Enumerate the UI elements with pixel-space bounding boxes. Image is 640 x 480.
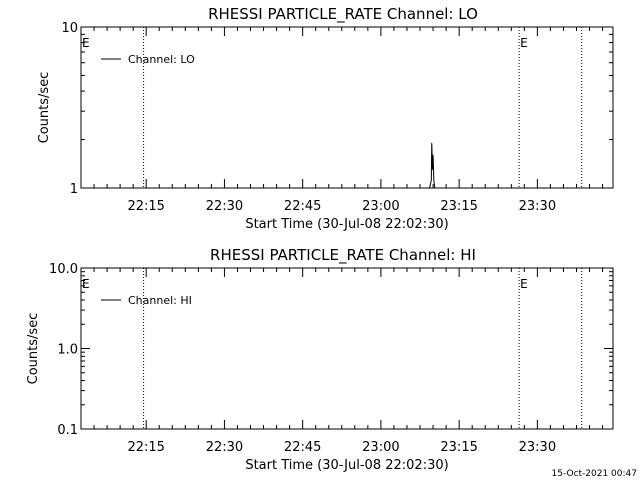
event-marker-label: E xyxy=(520,36,528,50)
x-axis-label: Start Time (30-Jul-08 22:02:30) xyxy=(245,217,448,232)
x-axis-label: Start Time (30-Jul-08 22:02:30) xyxy=(245,458,448,473)
footer-timestamp: 15-Oct-2021 00:47 xyxy=(552,469,637,479)
x-tick-label: 22:30 xyxy=(206,440,243,455)
chart-title: RHESSI PARTICLE_RATE Channel: HI xyxy=(210,246,476,265)
x-tick-label: 23:30 xyxy=(519,440,556,455)
legend-entry: Channel: LO xyxy=(128,53,195,66)
event-marker-label: E xyxy=(520,277,528,291)
data-point xyxy=(434,187,436,189)
y-axis-label: Counts/sec xyxy=(37,72,52,144)
x-tick-label: 23:00 xyxy=(362,199,399,214)
data-point xyxy=(430,179,432,181)
x-tick-label: 23:15 xyxy=(440,440,477,455)
event-marker-label: E xyxy=(82,36,90,50)
y-tick-label: 10.0 xyxy=(49,262,78,277)
x-tick-label: 23:30 xyxy=(519,199,556,214)
x-tick-label: 22:15 xyxy=(127,199,164,214)
chart-panel-1: RHESSI PARTICLE_RATE Channel: LO Counts/s… xyxy=(37,5,614,232)
x-tick-label: 22:15 xyxy=(127,440,164,455)
y-tick-label: 1 xyxy=(70,182,78,197)
event-marker-label: E xyxy=(82,277,90,291)
data-point xyxy=(435,187,437,189)
x-tick-label: 22:30 xyxy=(206,199,243,214)
plot-frame xyxy=(80,26,614,189)
data-point xyxy=(433,180,435,182)
series-line xyxy=(429,143,437,189)
data-point xyxy=(431,142,433,144)
chart-panel-2: RHESSI PARTICLE_RATE Channel: HI Counts/s… xyxy=(26,246,614,473)
data-point xyxy=(429,187,430,189)
x-tick-label: 23:00 xyxy=(362,440,399,455)
x-tick-label: 22:45 xyxy=(284,199,321,214)
y-axis-label: Counts/sec xyxy=(26,313,41,385)
x-tick-label: 22:45 xyxy=(284,440,321,455)
plot-frame xyxy=(80,267,614,430)
legend-entry: Channel: HI xyxy=(128,294,192,307)
data-point xyxy=(432,169,434,171)
y-tick-label: 1.0 xyxy=(57,343,78,358)
y-tick-label: 10 xyxy=(61,21,78,36)
chart-title: RHESSI PARTICLE_RATE Channel: LO xyxy=(208,5,478,24)
data-point xyxy=(432,154,434,156)
x-tick-label: 23:15 xyxy=(440,199,477,214)
y-tick-label: 0.1 xyxy=(57,423,78,438)
